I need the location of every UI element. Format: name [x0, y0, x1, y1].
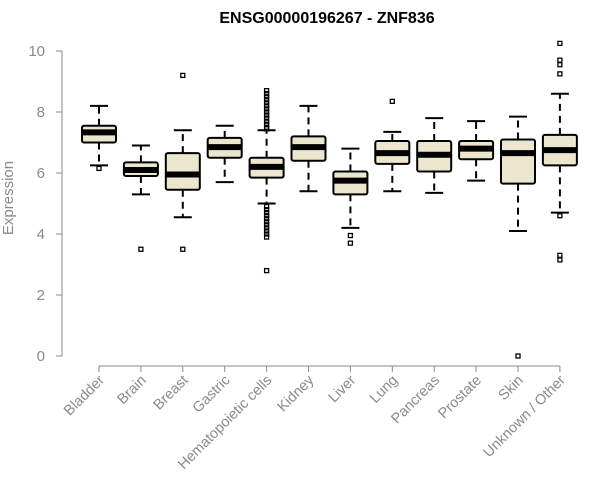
box-bladder — [81, 104, 117, 172]
outlier-point — [263, 234, 270, 240]
y-tick-label: 6 — [37, 165, 45, 182]
outlier-point — [263, 88, 270, 94]
outlier-point — [263, 100, 270, 106]
box-hematopoietic-cells — [248, 88, 285, 274]
box-brain — [122, 144, 159, 252]
outlier-point — [96, 165, 102, 172]
iqr-box — [164, 152, 201, 191]
outlier-point — [263, 225, 270, 231]
box-prostate — [458, 120, 495, 182]
y-axis-label: Expression — [0, 161, 17, 235]
outlier-point — [557, 71, 563, 77]
outlier-point — [263, 115, 270, 121]
box-series — [81, 40, 578, 359]
outlier-point — [557, 213, 563, 219]
x-tick-label: Breast — [151, 373, 192, 414]
y-tick-label: 8 — [37, 104, 45, 121]
outlier-point — [263, 97, 270, 103]
y-tick-label: 0 — [37, 348, 45, 365]
outlier-point — [263, 94, 270, 100]
outlier-point — [180, 246, 186, 252]
x-tick-label: Kidney — [275, 372, 318, 415]
box-skin — [500, 115, 536, 359]
outlier-point — [263, 222, 270, 228]
box-lung — [374, 98, 411, 193]
x-tick-label: Brain — [114, 373, 149, 408]
box-liver — [332, 147, 369, 246]
x-tick-label: Skin — [496, 373, 527, 404]
outlier-point — [389, 98, 395, 104]
outlier-point — [263, 91, 270, 97]
y-tick-label: 4 — [37, 226, 45, 243]
y-tick-label: 10 — [28, 43, 45, 60]
outlier-point — [557, 252, 563, 259]
outlier-point — [557, 40, 563, 47]
outlier-point — [263, 103, 270, 109]
iqr-box — [500, 138, 536, 185]
outlier-point — [138, 246, 144, 252]
box-breast — [164, 72, 201, 252]
outlier-point — [263, 203, 270, 210]
outlier-point — [263, 118, 270, 124]
outlier-point — [347, 240, 354, 246]
chart-title: ENSG00000196267 - ZNF836 — [219, 10, 434, 27]
box-pancreas — [416, 117, 453, 194]
outlier-point — [347, 232, 354, 239]
x-tick-label: Liver — [326, 372, 360, 406]
outlier-point — [263, 231, 270, 237]
y-axis: 0 2 4 6 8 10 — [28, 43, 63, 365]
x-tick-label: Bladder — [61, 372, 108, 419]
box-unknown-other — [541, 40, 578, 263]
x-tick-label: Lung — [367, 373, 401, 407]
outlier-point — [263, 209, 270, 216]
outlier-point — [263, 106, 270, 112]
outlier-point — [515, 353, 521, 359]
box-gastric — [206, 124, 243, 184]
outlier-point — [263, 126, 270, 132]
outlier-point — [263, 109, 270, 115]
outlier-point — [263, 228, 270, 234]
outlier-point — [557, 57, 563, 63]
outlier-point — [263, 267, 270, 274]
outlier-point — [180, 72, 186, 79]
outlier-point — [263, 112, 270, 118]
box-kidney — [290, 104, 327, 193]
outlier-point — [557, 257, 563, 263]
outlier-point — [263, 216, 270, 222]
outlier-point — [263, 213, 270, 219]
outlier-point — [557, 62, 563, 68]
outlier-point — [263, 206, 270, 213]
x-tick-label: Prostate — [435, 373, 484, 422]
outlier-point — [263, 219, 270, 225]
y-tick-label: 2 — [37, 287, 45, 304]
